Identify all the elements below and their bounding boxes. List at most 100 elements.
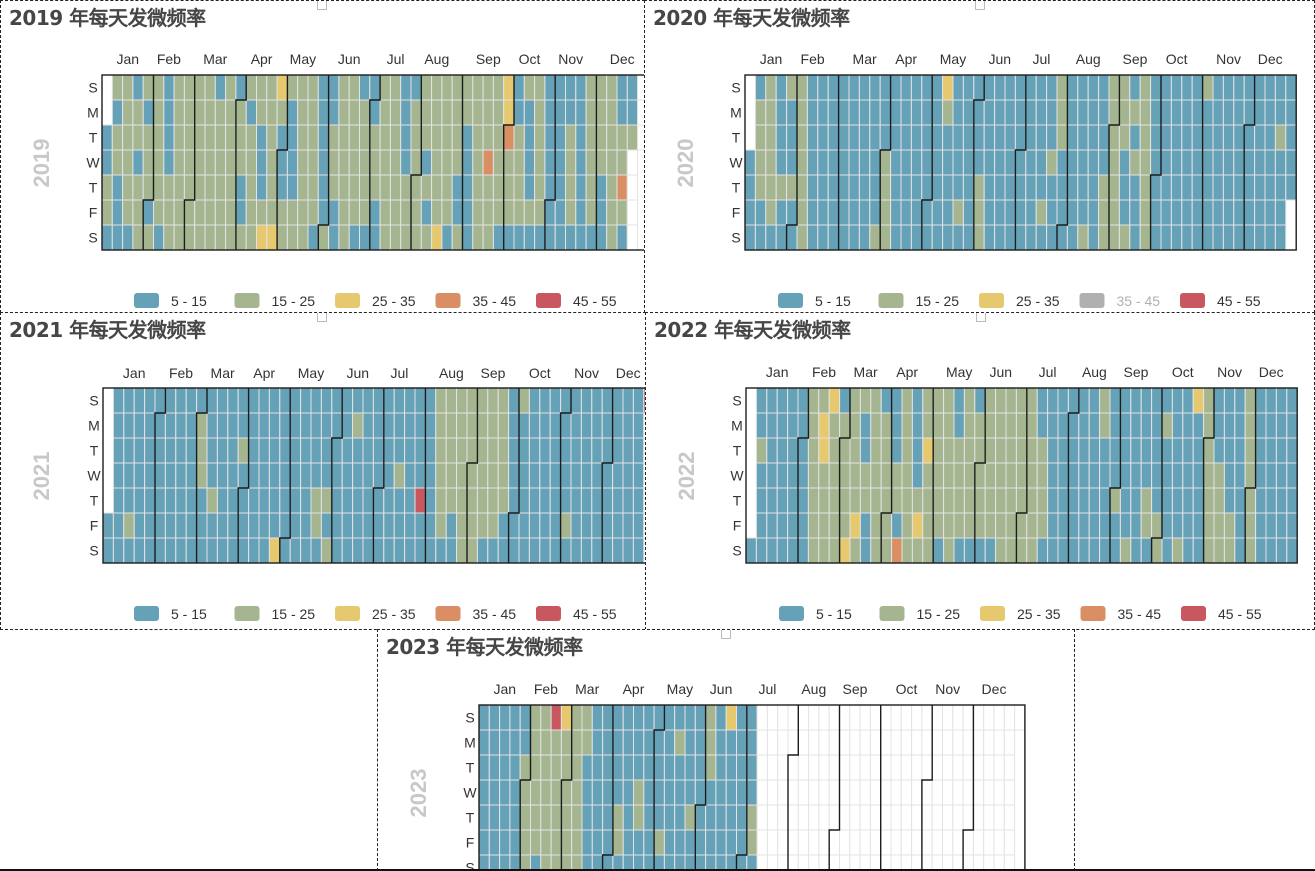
day-cell[interactable] bbox=[827, 224, 840, 251]
day-cell[interactable] bbox=[1046, 174, 1058, 201]
day-cell[interactable] bbox=[828, 704, 841, 731]
day-cell[interactable] bbox=[445, 512, 458, 539]
day-cell[interactable] bbox=[806, 199, 819, 226]
day-cell[interactable] bbox=[550, 729, 562, 756]
day-cell[interactable] bbox=[1078, 462, 1090, 489]
day-cell[interactable] bbox=[601, 437, 614, 464]
day-cell[interactable] bbox=[216, 412, 229, 439]
day-cell[interactable] bbox=[1118, 99, 1131, 126]
day-cell[interactable] bbox=[797, 829, 810, 856]
day-cell[interactable] bbox=[1003, 804, 1016, 831]
day-cell[interactable] bbox=[497, 537, 510, 564]
day-cell[interactable] bbox=[420, 124, 433, 151]
day-cell[interactable] bbox=[995, 462, 1007, 489]
day-cell[interactable] bbox=[952, 779, 964, 806]
day-cell[interactable] bbox=[869, 99, 881, 126]
day-cell[interactable] bbox=[891, 537, 903, 564]
day-cell[interactable] bbox=[900, 174, 912, 201]
day-cell[interactable] bbox=[389, 174, 402, 201]
day-cell[interactable] bbox=[736, 754, 748, 781]
day-cell[interactable] bbox=[1285, 124, 1297, 151]
day-cell[interactable] bbox=[942, 224, 954, 251]
day-cell[interactable] bbox=[943, 462, 955, 489]
day-cell[interactable] bbox=[570, 512, 582, 539]
day-cell[interactable] bbox=[1265, 462, 1277, 489]
day-cell[interactable] bbox=[248, 487, 260, 514]
day-cell[interactable] bbox=[827, 124, 840, 151]
day-cell[interactable] bbox=[362, 412, 374, 439]
day-cell[interactable] bbox=[341, 462, 354, 489]
day-cell[interactable] bbox=[539, 462, 551, 489]
day-cell[interactable] bbox=[462, 99, 474, 126]
day-cell[interactable] bbox=[931, 74, 944, 101]
day-cell[interactable] bbox=[1108, 149, 1120, 176]
day-cell[interactable] bbox=[112, 512, 125, 539]
day-cell[interactable] bbox=[133, 387, 146, 414]
day-cell[interactable] bbox=[580, 512, 593, 539]
day-cell[interactable] bbox=[807, 387, 820, 414]
day-cell[interactable] bbox=[616, 124, 628, 151]
day-cell[interactable] bbox=[746, 704, 758, 731]
day-cell[interactable] bbox=[1129, 224, 1141, 251]
day-cell[interactable] bbox=[163, 174, 175, 201]
day-cell[interactable] bbox=[476, 462, 489, 489]
day-cell[interactable] bbox=[196, 512, 208, 539]
day-cell[interactable] bbox=[307, 124, 319, 151]
day-cell[interactable] bbox=[756, 754, 768, 781]
day-cell[interactable] bbox=[441, 124, 453, 151]
day-cell[interactable] bbox=[560, 804, 573, 831]
day-cell[interactable] bbox=[1057, 412, 1069, 439]
day-cell[interactable] bbox=[216, 537, 229, 564]
day-cell[interactable] bbox=[379, 99, 391, 126]
day-cell[interactable] bbox=[554, 124, 567, 151]
day-cell[interactable] bbox=[523, 224, 536, 251]
day-cell[interactable] bbox=[1223, 437, 1236, 464]
day-cell[interactable] bbox=[372, 387, 385, 414]
day-cell[interactable] bbox=[183, 199, 196, 226]
day-cell[interactable] bbox=[1151, 462, 1163, 489]
panel-handle[interactable] bbox=[317, 313, 327, 322]
day-cell[interactable] bbox=[101, 174, 113, 201]
legend-item[interactable]: 45 - 55 bbox=[536, 293, 617, 309]
day-cell[interactable] bbox=[163, 124, 175, 151]
day-cell[interactable] bbox=[869, 124, 881, 151]
day-cell[interactable] bbox=[1265, 437, 1277, 464]
day-cell[interactable] bbox=[341, 487, 354, 514]
day-cell[interactable] bbox=[478, 779, 490, 806]
day-cell[interactable] bbox=[796, 199, 808, 226]
day-cell[interactable] bbox=[674, 804, 686, 831]
day-cell[interactable] bbox=[1286, 387, 1298, 414]
day-cell[interactable] bbox=[328, 174, 340, 201]
day-cell[interactable] bbox=[1244, 462, 1257, 489]
day-cell[interactable] bbox=[508, 387, 520, 414]
day-cell[interactable] bbox=[194, 174, 206, 201]
day-cell[interactable] bbox=[602, 729, 614, 756]
day-cell[interactable] bbox=[435, 537, 447, 564]
day-cell[interactable] bbox=[777, 704, 789, 731]
day-cell[interactable] bbox=[206, 412, 218, 439]
day-cell[interactable] bbox=[1015, 537, 1028, 564]
day-cell[interactable] bbox=[622, 804, 634, 831]
day-cell[interactable] bbox=[214, 74, 227, 101]
day-cell[interactable] bbox=[585, 199, 597, 226]
day-cell[interactable] bbox=[1118, 199, 1131, 226]
day-cell[interactable] bbox=[1005, 512, 1017, 539]
day-cell[interactable] bbox=[984, 462, 997, 489]
day-cell[interactable] bbox=[1003, 754, 1016, 781]
day-cell[interactable] bbox=[487, 537, 499, 564]
day-cell[interactable] bbox=[276, 124, 288, 151]
day-cell[interactable] bbox=[383, 512, 395, 539]
day-cell[interactable] bbox=[518, 512, 530, 539]
day-cell[interactable] bbox=[974, 462, 986, 489]
day-cell[interactable] bbox=[1212, 174, 1224, 201]
day-cell[interactable] bbox=[142, 224, 154, 251]
day-cell[interactable] bbox=[338, 224, 350, 251]
day-cell[interactable] bbox=[869, 74, 881, 101]
day-cell[interactable] bbox=[766, 754, 779, 781]
day-cell[interactable] bbox=[441, 74, 453, 101]
day-cell[interactable] bbox=[528, 462, 541, 489]
day-cell[interactable] bbox=[890, 74, 902, 101]
day-cell[interactable] bbox=[575, 224, 587, 251]
day-cell[interactable] bbox=[297, 74, 309, 101]
day-cell[interactable] bbox=[1025, 124, 1037, 151]
